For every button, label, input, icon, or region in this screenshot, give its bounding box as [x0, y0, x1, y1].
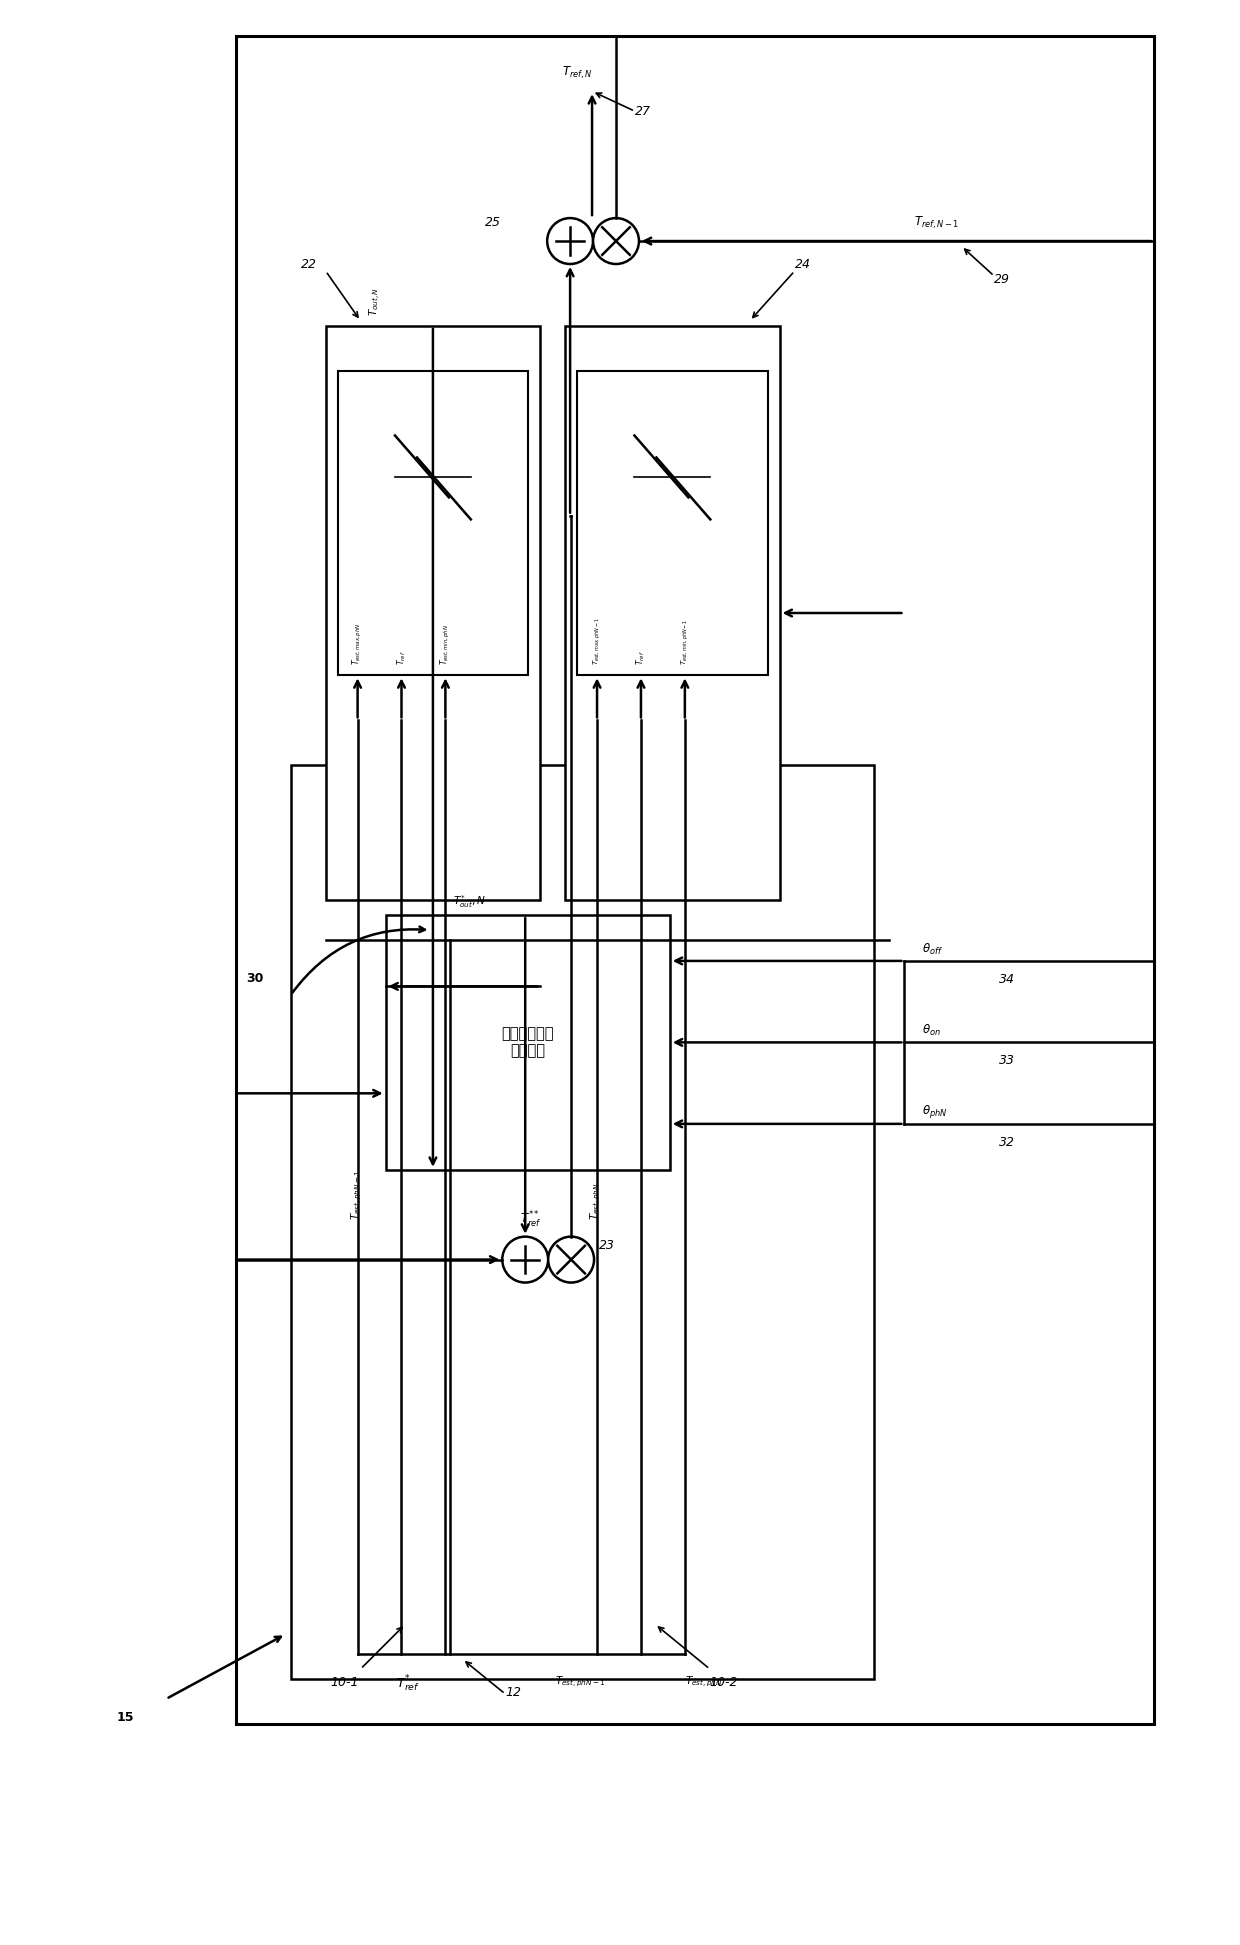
Circle shape	[593, 218, 639, 265]
Text: 27: 27	[635, 105, 651, 119]
Text: $T_{est,phN-1}$: $T_{est,phN-1}$	[350, 1169, 365, 1220]
Text: 12: 12	[505, 1686, 521, 1700]
Text: $T_{out}^{*},N$: $T_{out}^{*},N$	[454, 893, 487, 910]
Text: 10-2: 10-2	[709, 1677, 738, 1688]
Bar	[577, 371, 768, 675]
Text: $T_{est,phN-1}$: $T_{est,phN-1}$	[556, 1675, 606, 1688]
Text: $T_{ref,N}$: $T_{ref,N}$	[562, 64, 593, 82]
Text: 34: 34	[999, 972, 1016, 986]
Text: 22: 22	[301, 259, 316, 270]
Text: $T_{ref,N-1}$: $T_{ref,N-1}$	[914, 214, 960, 231]
Text: $T_{est,min,phN-1}$: $T_{est,min,phN-1}$	[680, 619, 691, 665]
Text: 预见性相电流
积累单元: 预见性相电流 积累单元	[501, 1027, 554, 1058]
Bar	[337, 371, 528, 675]
Text: $T_{ref}^{**}$: $T_{ref}^{**}$	[521, 1210, 542, 1229]
Bar	[565, 327, 780, 901]
Text: $T_{est,min,phN}$: $T_{est,min,phN}$	[439, 624, 451, 665]
Text: 33: 33	[999, 1054, 1016, 1068]
Circle shape	[547, 218, 593, 265]
Circle shape	[548, 1237, 594, 1282]
Text: $\theta_{phN}$: $\theta_{phN}$	[923, 1103, 947, 1120]
Text: $T_{ref}$: $T_{ref}$	[635, 652, 647, 665]
Text: 15: 15	[117, 1712, 134, 1723]
Text: $T_{est,phN}$: $T_{est,phN}$	[684, 1675, 723, 1688]
Bar	[290, 764, 874, 1679]
Text: 24: 24	[795, 259, 811, 270]
Text: $T_{ref}^{*}$: $T_{ref}^{*}$	[396, 1673, 419, 1694]
Text: $T_{ref}$: $T_{ref}$	[396, 652, 408, 665]
Text: $\theta_{off}$: $\theta_{off}$	[923, 941, 944, 957]
Text: $\theta_{on}$: $\theta_{on}$	[923, 1023, 941, 1039]
Bar	[236, 37, 1153, 1723]
Text: 23: 23	[599, 1239, 615, 1251]
Circle shape	[502, 1237, 548, 1282]
Text: 10-1: 10-1	[331, 1677, 360, 1688]
Text: 32: 32	[999, 1136, 1016, 1149]
Text: $T_{out,N}$: $T_{out,N}$	[368, 286, 383, 315]
Text: 25: 25	[485, 216, 501, 230]
Text: $T_{est,max,phN-1}$: $T_{est,max,phN-1}$	[591, 617, 603, 665]
Text: $T_{est,phN}$: $T_{est,phN}$	[589, 1183, 604, 1220]
Bar	[326, 327, 541, 901]
Bar	[386, 914, 670, 1169]
Text: $T_{est,max,phN}$: $T_{est,max,phN}$	[351, 622, 365, 665]
Text: 29: 29	[994, 272, 1011, 286]
Text: 30: 30	[246, 972, 263, 984]
